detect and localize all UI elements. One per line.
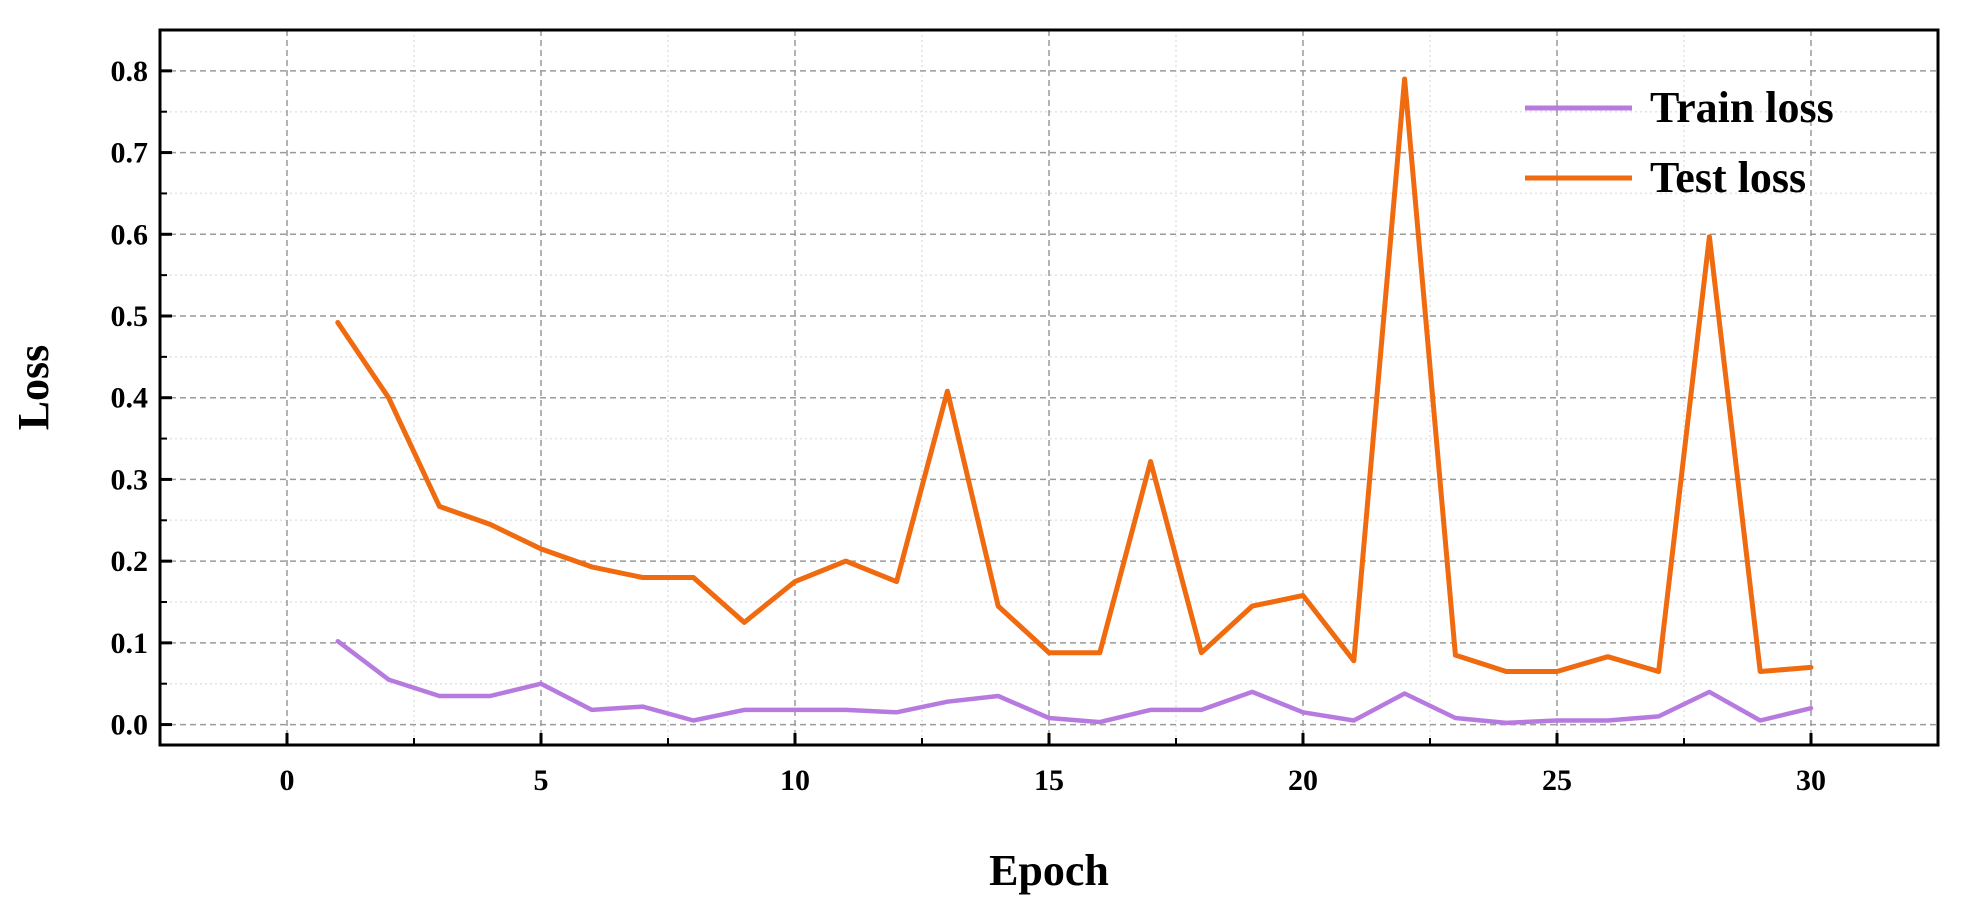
- y-tick-label: 0.6: [111, 218, 149, 251]
- x-tick-label: 30: [1796, 764, 1826, 797]
- legend-label: Train loss: [1650, 83, 1834, 132]
- y-axis-title: Loss: [9, 345, 58, 431]
- x-tick-label: 25: [1542, 764, 1572, 797]
- y-tick-label: 0.3: [111, 463, 149, 496]
- y-tick-label: 0.1: [111, 627, 149, 660]
- y-tick-label: 0.4: [111, 382, 149, 415]
- x-tick-label: 0: [280, 764, 295, 797]
- x-axis-title: Epoch: [989, 846, 1109, 895]
- series-line-test-loss: [335, 76, 1814, 674]
- axes: 0.0 0.1 0.2 0.3 0.4 0.5 0.6 0.7 0.8 0 5 10 15 20 25 30: [111, 55, 1827, 797]
- y-tick-label: 0.0: [111, 709, 149, 742]
- x-tick-label: 20: [1288, 764, 1318, 797]
- grid: [160, 30, 1938, 745]
- y-tick-label: 0.8: [111, 55, 149, 88]
- x-tick-label: 10: [780, 764, 810, 797]
- plot-frame: [158, 28, 1940, 747]
- x-tick-label: 15: [1034, 764, 1064, 797]
- series-lines: [335, 76, 1814, 726]
- legend-label: Test loss: [1650, 153, 1806, 202]
- legend: Train loss Test loss: [1525, 83, 1834, 202]
- series-line-train-loss: [335, 638, 1814, 726]
- x-tick-label: 5: [534, 764, 549, 797]
- y-tick-label: 0.7: [111, 137, 149, 170]
- y-tick-label: 0.2: [111, 545, 149, 578]
- y-tick-label: 0.5: [111, 300, 149, 333]
